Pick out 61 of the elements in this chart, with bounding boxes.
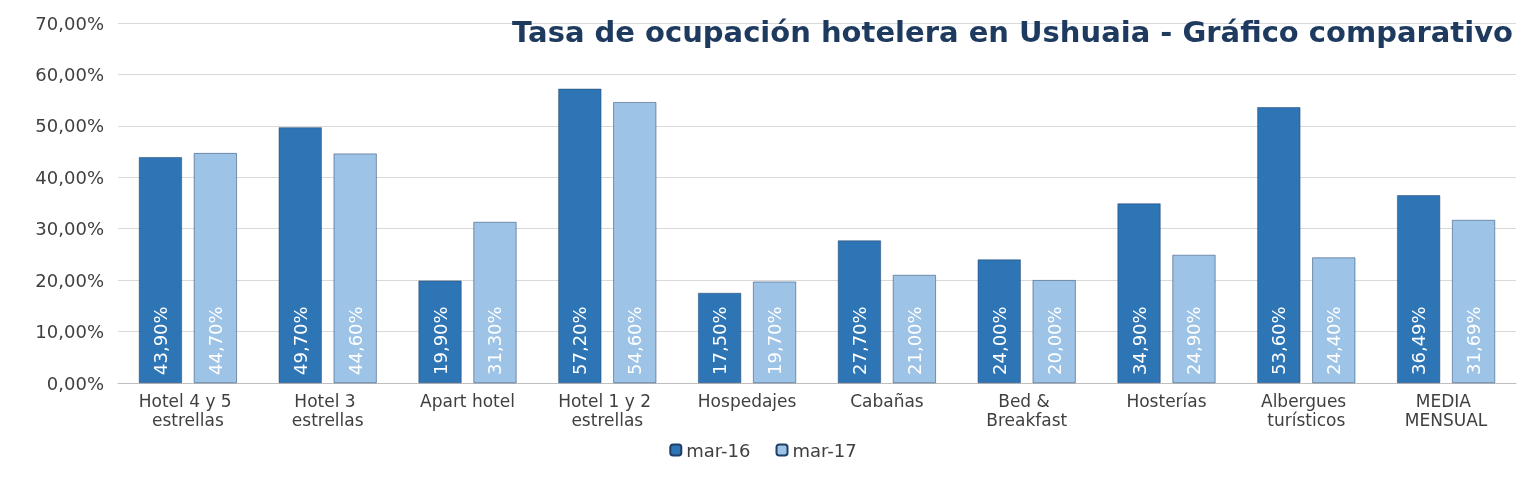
bar — [1452, 220, 1496, 383]
x-tick-label: Hotel 1 y 2 estrellas — [558, 390, 657, 430]
bar — [698, 293, 742, 383]
bar — [1397, 195, 1441, 383]
y-tick-label: 20,00% — [35, 269, 104, 291]
bar — [1312, 257, 1356, 383]
data-label: 36,49% — [1408, 306, 1430, 375]
bar — [753, 281, 797, 383]
y-tick-label: 40,00% — [35, 166, 104, 188]
bar — [138, 157, 182, 383]
data-label: 24,00% — [988, 306, 1010, 375]
data-label: 24,40% — [1323, 306, 1345, 375]
x-tick-label: Hotel 4 y 5 estrellas — [138, 390, 238, 430]
data-label: 43,90% — [149, 306, 171, 375]
data-label: 34,90% — [1128, 306, 1150, 375]
bar — [473, 222, 517, 383]
bar — [892, 275, 936, 383]
bar — [558, 88, 602, 383]
data-label: 24,90% — [1183, 306, 1205, 375]
bar — [977, 259, 1021, 383]
x-tick-label: Hotel 3 estrellas — [291, 390, 364, 430]
legend-label: mar-17 — [792, 439, 857, 461]
legend-label: mar-16 — [686, 439, 751, 461]
x-tick-label: Apart hotel — [420, 390, 515, 411]
bar — [1172, 254, 1216, 383]
bar — [1032, 280, 1076, 383]
data-label: 44,60% — [344, 306, 366, 375]
x-tick-label: Hospedajes — [697, 390, 797, 411]
y-tick-label: 70,00% — [35, 12, 104, 34]
y-tick-label: 50,00% — [35, 115, 104, 137]
x-tick-label: Hosterías — [1126, 390, 1207, 411]
data-label: 19,90% — [429, 306, 451, 375]
data-label: 27,70% — [848, 306, 870, 375]
x-tick-label: Albergues turísticos — [1261, 390, 1352, 430]
data-label: 31,69% — [1463, 306, 1485, 375]
y-tick-label: 30,00% — [35, 218, 104, 240]
bar — [193, 153, 237, 383]
bar — [1117, 203, 1161, 383]
y-tick-label: 10,00% — [35, 321, 104, 343]
bar — [1257, 107, 1301, 383]
y-tick-label: 60,00% — [35, 63, 104, 85]
chart-title: Tasa de ocupación hotelera en Ushuaia - Gráfico comparativo — [512, 14, 1513, 49]
y-tick-label: 0,00% — [46, 372, 104, 394]
x-tick-label: Cabañas — [850, 390, 924, 411]
bar — [418, 280, 462, 383]
data-label: 20,00% — [1043, 306, 1065, 375]
data-label: 53,60% — [1268, 306, 1290, 375]
data-label: 31,30% — [484, 306, 506, 375]
x-tick-label: Bed & Breakfast — [986, 390, 1068, 430]
data-label: 54,60% — [624, 306, 646, 375]
data-label: 44,70% — [204, 306, 226, 375]
x-tick-label: MEDIA MENSUAL — [1404, 390, 1488, 430]
bar — [837, 240, 881, 383]
data-label: 17,50% — [709, 306, 731, 375]
data-label: 49,70% — [289, 306, 311, 375]
data-label: 21,00% — [903, 306, 925, 375]
bar — [613, 102, 657, 383]
bar — [278, 127, 322, 383]
data-label: 19,70% — [764, 306, 786, 375]
data-label: 57,20% — [569, 306, 591, 375]
bar — [333, 153, 377, 383]
